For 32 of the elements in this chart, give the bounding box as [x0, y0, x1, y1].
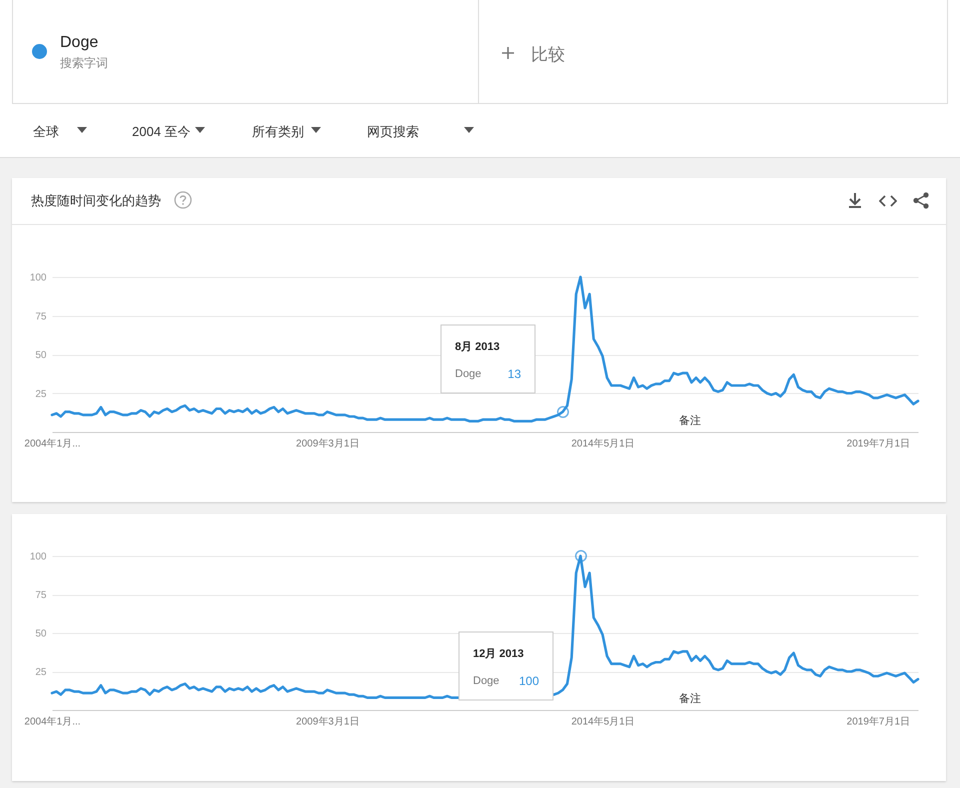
text: 比较: [531, 44, 565, 66]
text: 全球: [33, 123, 59, 141]
y-tick-label: 100: [30, 272, 47, 284]
y-tick-label: 75: [35, 590, 47, 601]
x-tick-label: 2004年1月...: [24, 438, 81, 450]
x-tick-label: 2019年7月1日: [846, 716, 910, 728]
x-tick-label: 2019年7月1日: [846, 438, 910, 450]
legend-label: Doge: [60, 34, 98, 52]
y-tick-label: 25: [35, 667, 47, 678]
text: 搜索字词: [60, 55, 108, 72]
chart-title: 热度随时间变化的趋势: [31, 192, 161, 210]
text: 网页搜索: [367, 123, 419, 141]
text: Doge: [455, 368, 482, 380]
y-tick-label: 25: [35, 388, 47, 400]
x-tick-label: 2009年3月1日: [296, 438, 360, 450]
y-tick-label: 75: [35, 311, 47, 322]
x-tick-label: 2014年5月1日: [571, 716, 635, 728]
y-tick-label: 100: [30, 552, 47, 562]
annotation: 备注: [679, 692, 701, 705]
annotation: 备注: [679, 414, 701, 427]
annotation: 13: [508, 367, 522, 381]
annotation: 12月 2013: [473, 648, 524, 660]
series-label: Doge: [473, 675, 500, 687]
text: 所有类别: [252, 123, 304, 141]
y-tick-label: 50: [35, 628, 47, 640]
annotation: 8月 2013: [455, 341, 500, 353]
x-tick-label: 2014年5月1日: [571, 438, 635, 450]
y-tick-label: 50: [35, 350, 47, 361]
x-tick-label: 2004年1月...: [24, 716, 81, 728]
annotation: 100: [518, 674, 540, 688]
text: 2004 至今: [132, 123, 191, 141]
x-tick-label: 2009年3月1日: [296, 716, 360, 728]
